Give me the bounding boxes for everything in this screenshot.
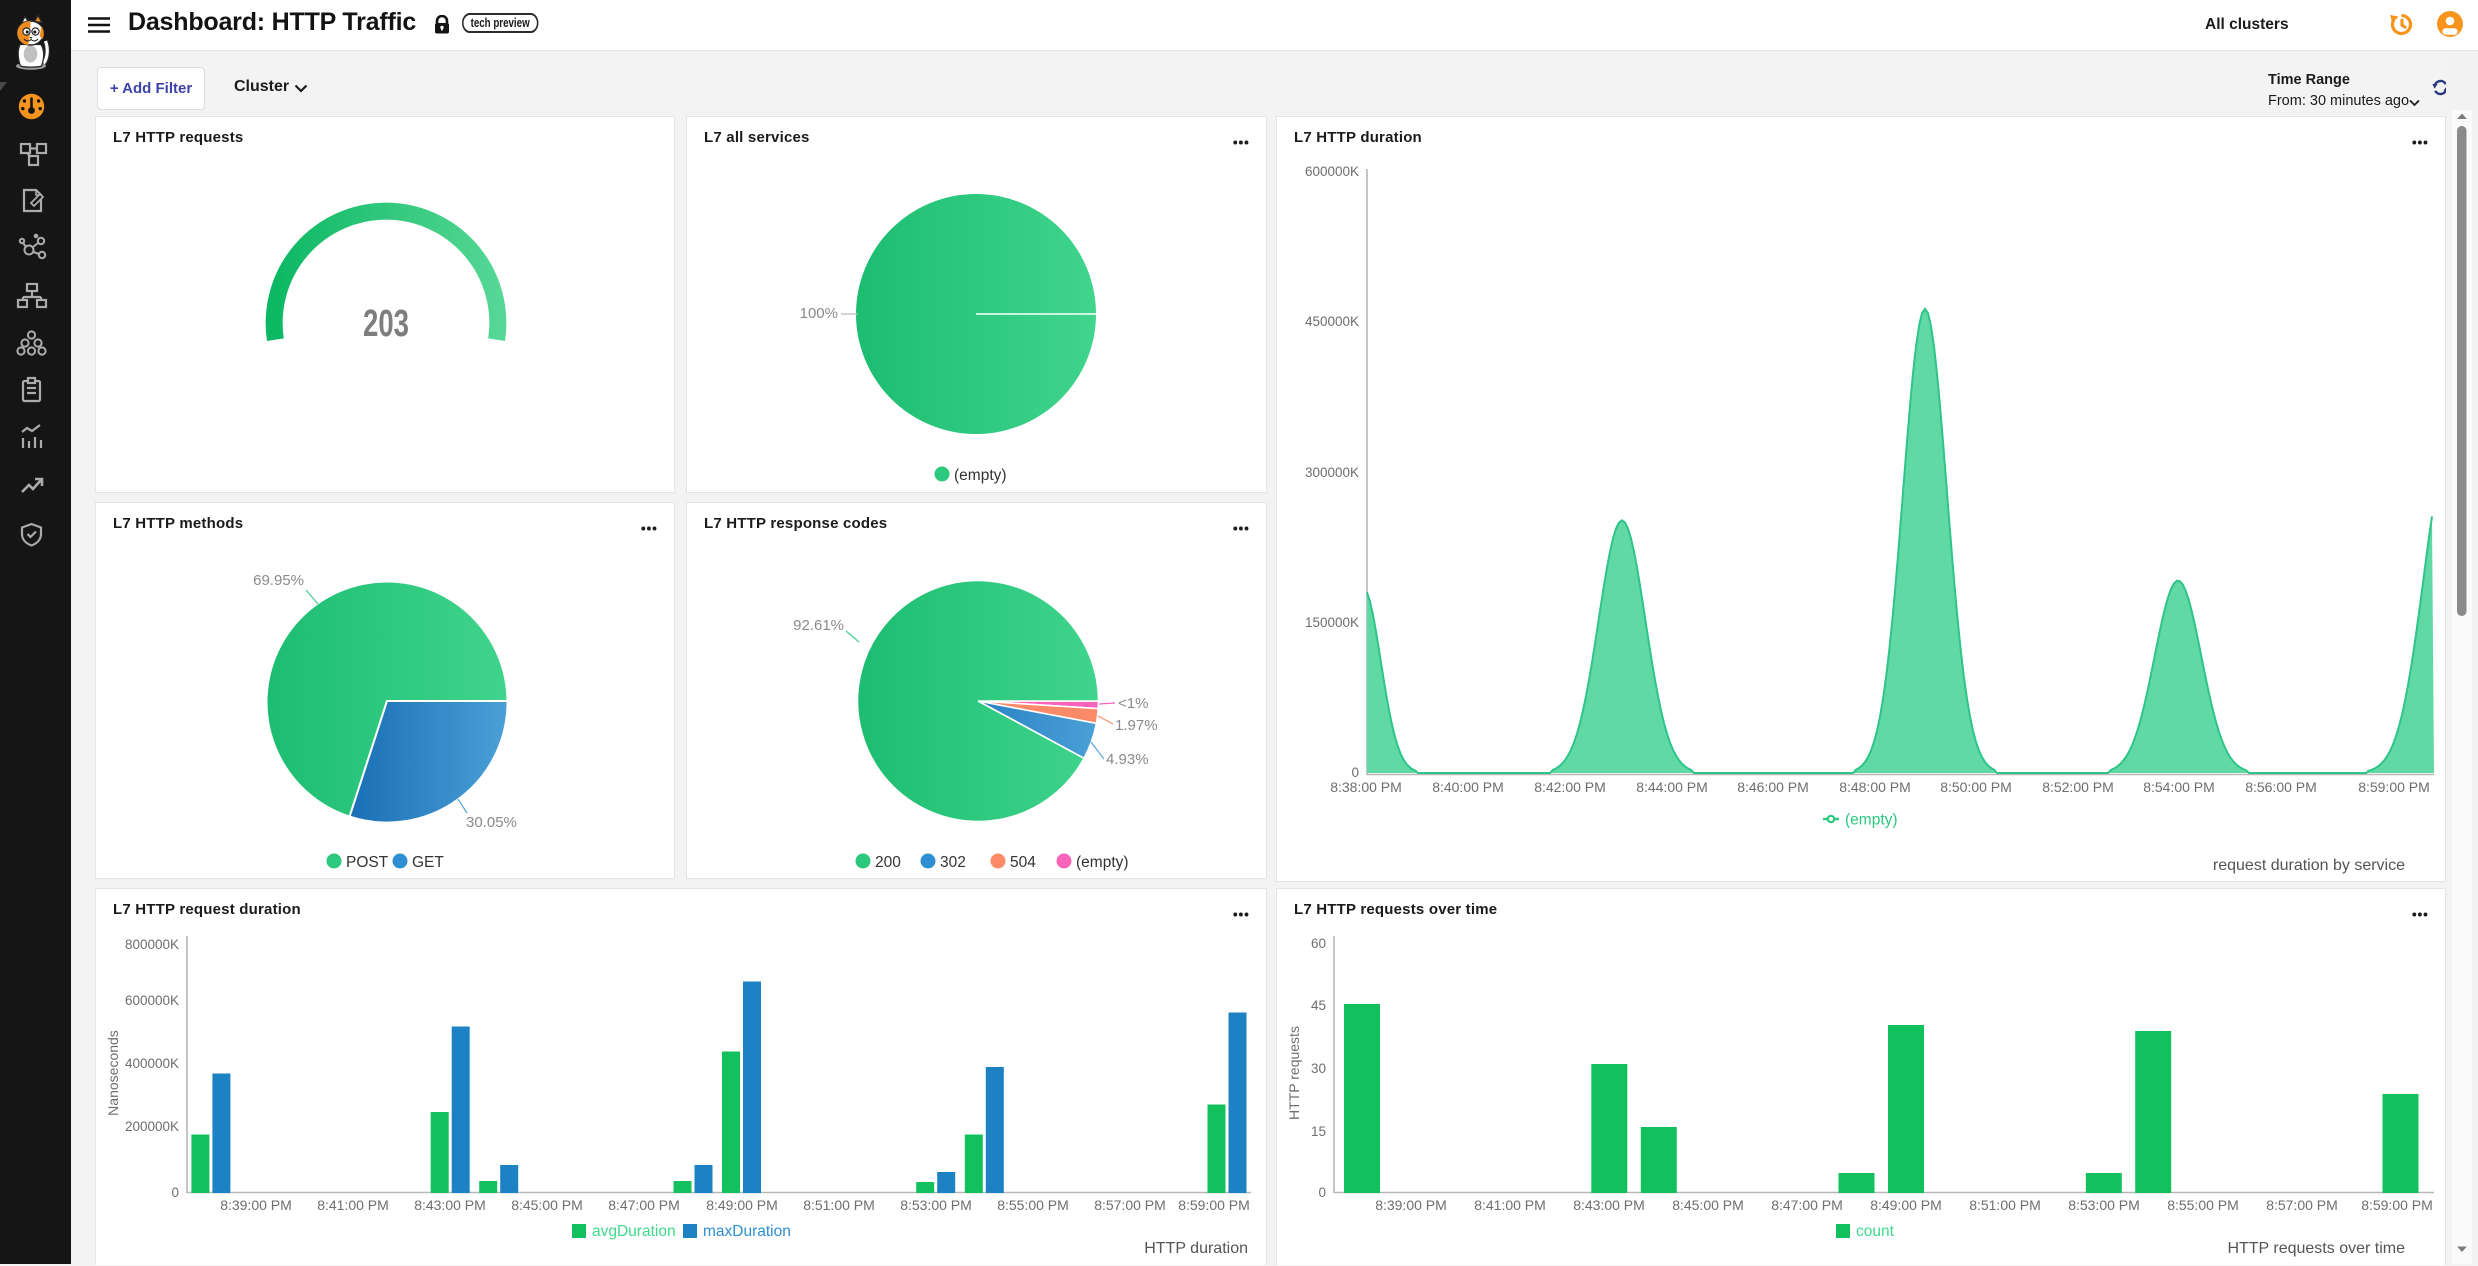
svg-text:504: 504 [1010,854,1036,871]
svg-text:POST: POST [346,854,389,871]
svg-text:800000K: 800000K [125,937,179,952]
svg-text:HTTP requests: HTTP requests [1286,1026,1302,1120]
svg-text:(empty): (empty) [1845,812,1898,829]
svg-text:302: 302 [940,854,966,871]
svg-text:8:41:00 PM: 8:41:00 PM [1474,1197,1546,1213]
svg-text:8:44:00 PM: 8:44:00 PM [1636,779,1708,795]
svg-text:8:41:00 PM: 8:41:00 PM [317,1197,389,1213]
svg-text:8:48:00 PM: 8:48:00 PM [1839,779,1911,795]
svg-text:8:45:00 PM: 8:45:00 PM [1672,1197,1744,1213]
svg-text:8:49:00 PM: 8:49:00 PM [706,1197,778,1213]
svg-text:92.61%: 92.61% [793,617,844,634]
svg-text:Nanoseconds: Nanoseconds [105,1030,121,1116]
svg-text:600000K: 600000K [125,993,179,1008]
svg-text:8:55:00 PM: 8:55:00 PM [997,1197,1069,1213]
svg-text:60: 60 [1311,936,1326,951]
svg-text:100%: 100% [800,305,838,322]
svg-text:8:51:00 PM: 8:51:00 PM [803,1197,875,1213]
svg-text:8:59:00 PM: 8:59:00 PM [2361,1197,2433,1213]
svg-text:8:53:00 PM: 8:53:00 PM [900,1197,972,1213]
svg-text:4.93%: 4.93% [1106,751,1149,768]
svg-text:45: 45 [1311,998,1326,1013]
svg-text:8:52:00 PM: 8:52:00 PM [2042,779,2114,795]
svg-text:8:50:00 PM: 8:50:00 PM [1940,779,2012,795]
svg-text:8:53:00 PM: 8:53:00 PM [2068,1197,2140,1213]
svg-text:HTTP duration: HTTP duration [1144,1240,1248,1257]
svg-text:8:55:00 PM: 8:55:00 PM [2167,1197,2239,1213]
svg-text:8:42:00 PM: 8:42:00 PM [1534,779,1606,795]
svg-text:request duration by service: request duration by service [2213,857,2405,874]
svg-text:8:47:00 PM: 8:47:00 PM [1771,1197,1843,1213]
svg-text:8:43:00 PM: 8:43:00 PM [414,1197,486,1213]
svg-text:450000K: 450000K [1305,314,1359,329]
svg-text:30.05%: 30.05% [466,814,517,831]
svg-text:(empty): (empty) [954,467,1007,484]
svg-text:600000K: 600000K [1305,164,1359,179]
svg-text:0: 0 [1351,765,1359,780]
svg-text:8:46:00 PM: 8:46:00 PM [1737,779,1809,795]
svg-text:200000K: 200000K [125,1119,179,1134]
svg-text:69.95%: 69.95% [253,572,304,589]
svg-text:150000K: 150000K [1305,615,1359,630]
svg-text:(empty): (empty) [1076,854,1129,871]
svg-text:8:40:00 PM: 8:40:00 PM [1432,779,1504,795]
svg-text:8:39:00 PM: 8:39:00 PM [1375,1197,1447,1213]
svg-text:8:56:00 PM: 8:56:00 PM [2245,779,2317,795]
svg-text:300000K: 300000K [1305,465,1359,480]
svg-text:HTTP requests over time: HTTP requests over time [2227,1240,2405,1257]
svg-text:15: 15 [1311,1124,1326,1139]
svg-text:GET: GET [412,854,444,871]
svg-text:avgDuration: avgDuration [592,1223,676,1240]
svg-text:8:59:00 PM: 8:59:00 PM [2358,779,2430,795]
svg-text:8:39:00 PM: 8:39:00 PM [220,1197,292,1213]
svg-text:8:57:00 PM: 8:57:00 PM [2266,1197,2338,1213]
svg-text:8:59:00 PM: 8:59:00 PM [1178,1197,1250,1213]
svg-text:<1%: <1% [1118,695,1148,712]
svg-text:8:47:00 PM: 8:47:00 PM [608,1197,680,1213]
svg-text:8:49:00 PM: 8:49:00 PM [1870,1197,1942,1213]
svg-text:203: 203 [363,303,409,345]
svg-text:200: 200 [875,854,901,871]
svg-text:maxDuration: maxDuration [703,1223,791,1240]
svg-text:0: 0 [171,1185,179,1200]
svg-text:8:54:00 PM: 8:54:00 PM [2143,779,2215,795]
svg-text:count: count [1856,1223,1895,1240]
svg-text:1.97%: 1.97% [1115,717,1158,734]
svg-text:8:45:00 PM: 8:45:00 PM [511,1197,583,1213]
svg-text:30: 30 [1311,1061,1326,1076]
svg-text:8:57:00 PM: 8:57:00 PM [1094,1197,1166,1213]
svg-text:0: 0 [1318,1185,1326,1200]
svg-text:400000K: 400000K [125,1056,179,1071]
svg-text:8:43:00 PM: 8:43:00 PM [1573,1197,1645,1213]
svg-text:8:38:00 PM: 8:38:00 PM [1330,779,1402,795]
svg-text:8:51:00 PM: 8:51:00 PM [1969,1197,2041,1213]
